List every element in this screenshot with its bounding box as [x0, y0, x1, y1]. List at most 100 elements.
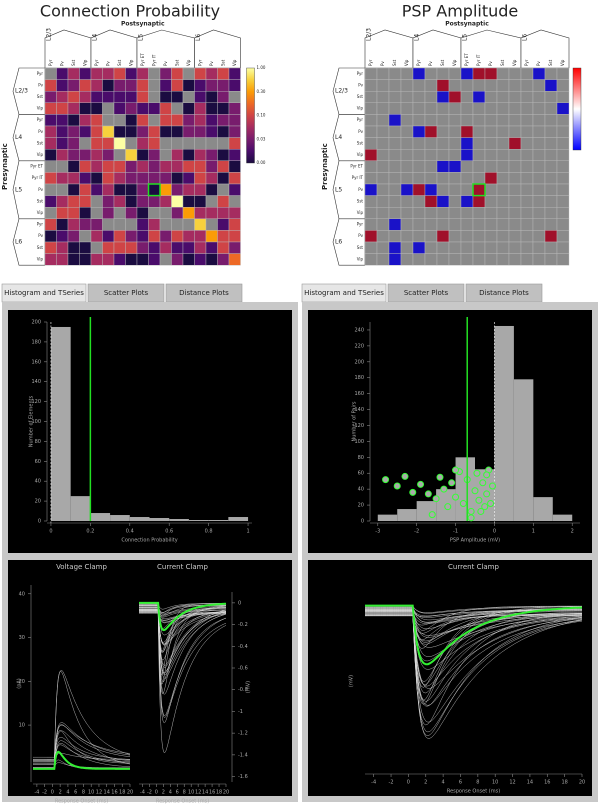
matrix-cell — [460, 114, 474, 127]
matrix-cell — [148, 218, 161, 231]
matrix-cell — [508, 230, 522, 243]
matrix-cell — [412, 90, 426, 103]
scatter-point — [428, 511, 436, 519]
tab-label[interactable]: Distance Plots — [179, 289, 229, 297]
y-tick-label: -0.6 — [238, 666, 248, 672]
matrix-cell — [472, 114, 486, 127]
y-tick-label: 60 — [358, 471, 364, 477]
trace — [33, 669, 131, 762]
scatter-point — [444, 503, 452, 511]
cell-type-label: Sst — [357, 198, 364, 203]
matrix-cell — [388, 241, 402, 254]
tab-label[interactable]: Distance Plots — [479, 289, 529, 297]
matrix-cell — [228, 253, 241, 266]
tab-label[interactable]: Scatter Plots — [104, 289, 149, 297]
plot-title: Current Clamp — [448, 563, 499, 571]
matrix-cell — [400, 172, 414, 185]
matrix-cell — [217, 102, 230, 115]
matrix-cell — [217, 230, 230, 243]
x-tick-label: 10 — [88, 790, 94, 796]
matrix-cell — [125, 79, 138, 92]
x-tick-label: -2 — [147, 790, 152, 796]
cell-type-label: Pyr — [416, 59, 421, 66]
tab-label[interactable]: Histogram and TSeries — [4, 289, 84, 297]
matrix-cell — [67, 218, 80, 231]
matrix-cell — [205, 79, 218, 92]
matrix-cell — [171, 79, 184, 92]
cell-type-label: Sst — [71, 59, 76, 66]
y-axis-label: Number of Elements — [29, 395, 35, 447]
matrix-cell — [194, 114, 207, 127]
matrix-cell — [79, 241, 92, 254]
matrix-cell — [376, 172, 390, 185]
matrix-cell — [90, 195, 103, 208]
scatter-point — [477, 507, 485, 515]
histogram-bar — [377, 514, 398, 521]
matrix-cell — [544, 183, 558, 196]
trace — [33, 722, 131, 760]
matrix-cell — [148, 125, 161, 138]
tab-label[interactable]: Histogram and TSeries — [304, 289, 384, 297]
matrix-cell — [67, 137, 80, 150]
matrix-cell — [56, 230, 69, 243]
matrix-cell — [67, 114, 80, 127]
matrix-cell — [388, 90, 402, 103]
x-tick-label: 8 — [183, 790, 186, 796]
trace — [365, 610, 582, 638]
matrix-cell — [102, 172, 115, 185]
cell-type-label: Vip — [404, 59, 409, 66]
matrix-cell — [508, 241, 522, 254]
matrix-cell — [182, 195, 195, 208]
trace — [365, 607, 582, 688]
colorbar-label: 0.30 — [257, 89, 266, 94]
tab-label[interactable]: Scatter Plots — [404, 289, 449, 297]
y-tick-label: 100 — [31, 419, 41, 425]
matrix-cell — [102, 79, 115, 92]
matrix-cell — [520, 253, 534, 266]
matrix-cell — [412, 230, 426, 243]
trace — [365, 615, 583, 687]
matrix-cell — [90, 114, 103, 127]
matrix-cell — [182, 206, 195, 219]
matrix-cell — [56, 183, 69, 196]
matrix-cell — [376, 241, 390, 254]
x-tick-label: 14 — [202, 790, 208, 796]
x-tick-label: 2 — [59, 790, 62, 796]
matrix-cell — [484, 206, 498, 219]
matrix-cell — [102, 160, 115, 173]
x-tick-label: 4 — [66, 790, 69, 796]
matrix-cell — [113, 125, 126, 138]
scatter-point — [483, 471, 491, 479]
matrix-cell — [520, 137, 534, 150]
trace — [139, 609, 227, 674]
matrix-cell — [484, 90, 498, 103]
matrix-cell — [205, 137, 218, 150]
matrix-cell — [182, 241, 195, 254]
matrix-cell — [436, 79, 450, 92]
matrix-cell — [217, 206, 230, 219]
scatter-point — [417, 480, 425, 488]
matrix-cell — [484, 230, 498, 243]
matrix-cell — [364, 241, 378, 254]
matrix-cell — [56, 218, 69, 231]
matrix-cell — [44, 125, 57, 138]
matrix-cell — [472, 67, 486, 80]
matrix-cell — [217, 241, 230, 254]
matrix-cell — [532, 125, 546, 138]
matrix-cell — [364, 195, 378, 208]
histogram-bar — [149, 518, 170, 521]
x-axis-label: Response Onset (ms) — [447, 789, 500, 795]
matrix-cell — [388, 253, 402, 266]
matrix-cell — [171, 90, 184, 103]
matrix-cell — [496, 195, 510, 208]
matrix-cell — [136, 206, 149, 219]
matrix-cell — [194, 230, 207, 243]
matrix-cell — [56, 114, 69, 127]
matrix-cell — [90, 137, 103, 150]
cell-type-label: Sst — [174, 59, 179, 66]
matrix-cell — [171, 114, 184, 127]
trace — [33, 730, 130, 765]
matrix-cell — [67, 253, 80, 266]
x-tick-label: 2 — [162, 790, 165, 796]
matrix-cell — [205, 67, 218, 80]
